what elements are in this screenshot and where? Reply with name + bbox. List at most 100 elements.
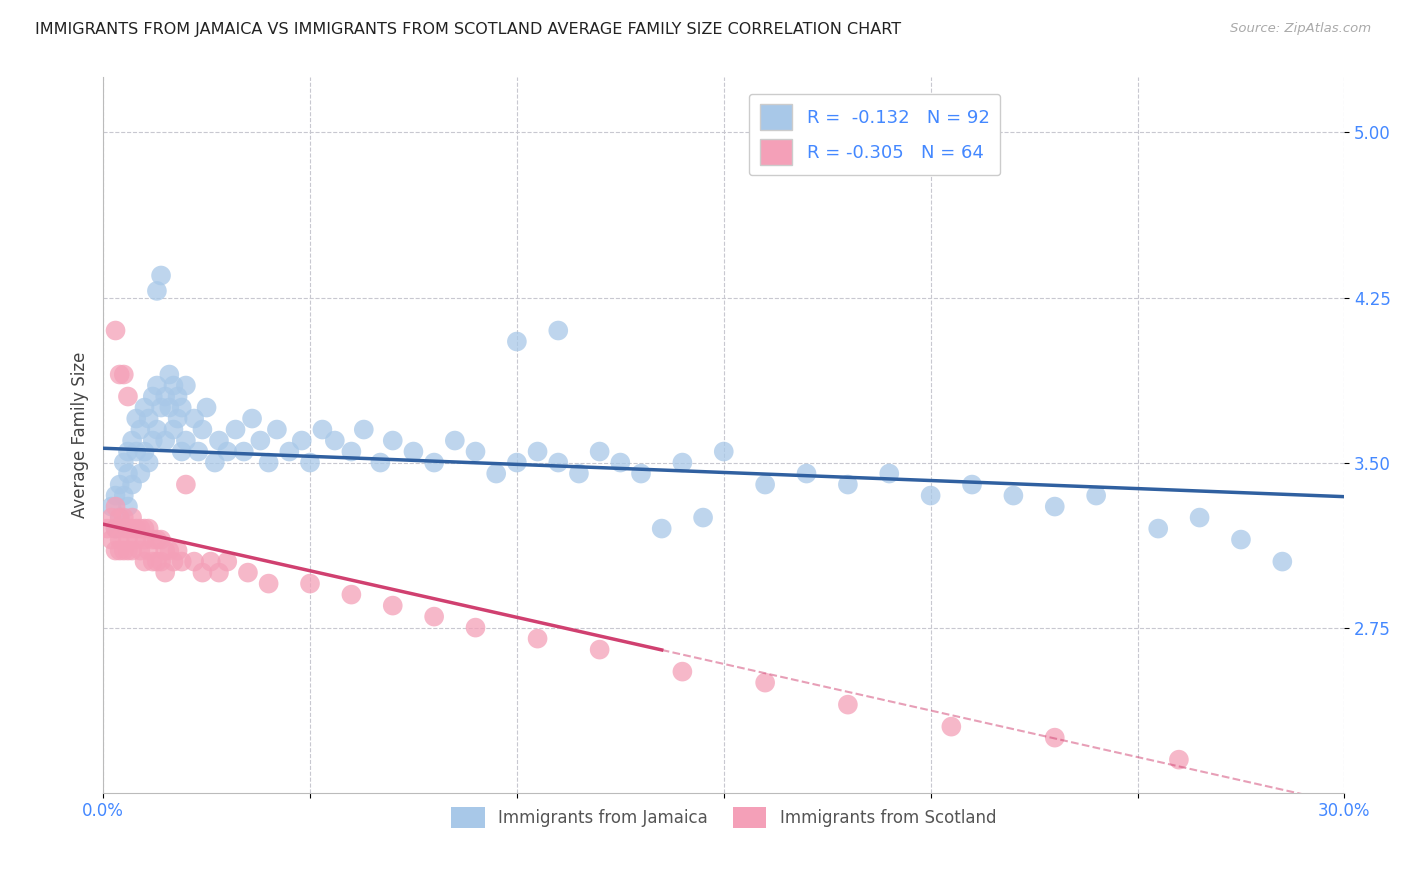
Point bbox=[506, 334, 529, 349]
Point bbox=[142, 533, 165, 547]
Point bbox=[191, 423, 214, 437]
Point bbox=[142, 555, 165, 569]
Point bbox=[568, 467, 591, 481]
Point bbox=[257, 456, 280, 470]
Point bbox=[651, 522, 673, 536]
Point bbox=[100, 500, 122, 514]
Point bbox=[112, 522, 135, 536]
Point bbox=[183, 411, 205, 425]
Point bbox=[183, 555, 205, 569]
Point bbox=[146, 533, 169, 547]
Point bbox=[117, 533, 139, 547]
Y-axis label: Average Family Size: Average Family Size bbox=[72, 351, 89, 518]
Point bbox=[146, 284, 169, 298]
Point bbox=[547, 324, 569, 338]
Point bbox=[134, 444, 156, 458]
Point bbox=[129, 467, 152, 481]
Legend: Immigrants from Jamaica, Immigrants from Scotland: Immigrants from Jamaica, Immigrants from… bbox=[444, 801, 1002, 834]
Point bbox=[117, 467, 139, 481]
Point bbox=[125, 522, 148, 536]
Point bbox=[142, 390, 165, 404]
Point bbox=[100, 510, 122, 524]
Point bbox=[257, 576, 280, 591]
Point bbox=[117, 444, 139, 458]
Point bbox=[217, 444, 239, 458]
Point bbox=[200, 555, 222, 569]
Point bbox=[150, 268, 173, 283]
Point bbox=[236, 566, 259, 580]
Point bbox=[157, 543, 180, 558]
Point bbox=[129, 543, 152, 558]
Point bbox=[129, 522, 152, 536]
Point bbox=[249, 434, 271, 448]
Point bbox=[837, 698, 859, 712]
Point bbox=[464, 621, 486, 635]
Point bbox=[121, 434, 143, 448]
Point bbox=[381, 599, 404, 613]
Point bbox=[112, 543, 135, 558]
Point bbox=[174, 434, 197, 448]
Point bbox=[150, 533, 173, 547]
Point bbox=[153, 434, 176, 448]
Point bbox=[1167, 753, 1189, 767]
Point bbox=[191, 566, 214, 580]
Point bbox=[104, 324, 127, 338]
Point bbox=[129, 423, 152, 437]
Point bbox=[146, 423, 169, 437]
Point bbox=[671, 665, 693, 679]
Point bbox=[117, 522, 139, 536]
Point bbox=[96, 522, 118, 536]
Point bbox=[547, 456, 569, 470]
Point bbox=[162, 555, 184, 569]
Point bbox=[485, 467, 508, 481]
Point bbox=[340, 588, 363, 602]
Point bbox=[146, 378, 169, 392]
Point bbox=[402, 444, 425, 458]
Point bbox=[108, 533, 131, 547]
Point bbox=[104, 500, 127, 514]
Point bbox=[117, 500, 139, 514]
Point bbox=[100, 533, 122, 547]
Point bbox=[125, 444, 148, 458]
Text: IMMIGRANTS FROM JAMAICA VS IMMIGRANTS FROM SCOTLAND AVERAGE FAMILY SIZE CORRELAT: IMMIGRANTS FROM JAMAICA VS IMMIGRANTS FR… bbox=[35, 22, 901, 37]
Point bbox=[941, 720, 963, 734]
Point bbox=[692, 510, 714, 524]
Point bbox=[104, 522, 127, 536]
Point bbox=[796, 467, 818, 481]
Point bbox=[1043, 731, 1066, 745]
Point bbox=[117, 543, 139, 558]
Point bbox=[104, 522, 127, 536]
Point bbox=[121, 477, 143, 491]
Point bbox=[112, 510, 135, 524]
Text: Source: ZipAtlas.com: Source: ZipAtlas.com bbox=[1230, 22, 1371, 36]
Point bbox=[112, 489, 135, 503]
Point bbox=[170, 555, 193, 569]
Point bbox=[423, 609, 446, 624]
Point bbox=[609, 456, 631, 470]
Point bbox=[125, 533, 148, 547]
Point bbox=[170, 401, 193, 415]
Point bbox=[134, 533, 156, 547]
Point bbox=[920, 489, 942, 503]
Point bbox=[671, 456, 693, 470]
Point bbox=[423, 456, 446, 470]
Point bbox=[1188, 510, 1211, 524]
Point bbox=[588, 444, 610, 458]
Point bbox=[108, 510, 131, 524]
Point bbox=[134, 555, 156, 569]
Point bbox=[381, 434, 404, 448]
Point bbox=[526, 632, 548, 646]
Point bbox=[174, 477, 197, 491]
Point bbox=[142, 434, 165, 448]
Point bbox=[104, 489, 127, 503]
Point bbox=[225, 423, 247, 437]
Point bbox=[134, 522, 156, 536]
Point bbox=[960, 477, 983, 491]
Point bbox=[208, 434, 231, 448]
Point bbox=[157, 401, 180, 415]
Point bbox=[174, 378, 197, 392]
Point bbox=[713, 444, 735, 458]
Point bbox=[630, 467, 652, 481]
Point bbox=[146, 555, 169, 569]
Point bbox=[1271, 555, 1294, 569]
